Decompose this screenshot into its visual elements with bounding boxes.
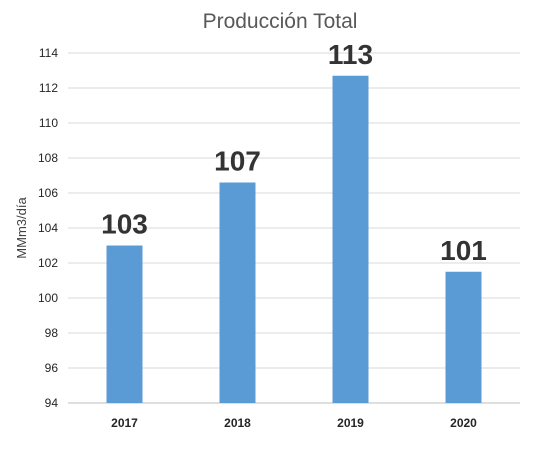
- bar-2020: [445, 271, 482, 403]
- y-axis-label: MMm3/día: [14, 197, 29, 259]
- y-tick-label: 94: [45, 396, 59, 410]
- y-axis-ticks: 94 96 98 100 102 104 106 108 110 112 114: [38, 46, 58, 410]
- gridlines: [68, 52, 520, 404]
- y-tick-label: 104: [38, 221, 58, 235]
- chart-title: Producción Total: [203, 10, 358, 33]
- y-tick-label: 112: [39, 81, 58, 95]
- bar-2019: [332, 75, 369, 403]
- x-axis-ticks: 2017 2018 2019 2020: [111, 416, 477, 430]
- y-tick-label: 114: [39, 46, 58, 60]
- bar-2017: [106, 245, 143, 403]
- x-tick-label: 2019: [337, 416, 364, 430]
- y-tick-label: 100: [38, 291, 58, 305]
- bar-2018: [219, 182, 256, 403]
- data-label-2019: 113: [328, 39, 373, 70]
- x-tick-label: 2018: [224, 416, 251, 430]
- y-tick-label: 96: [45, 361, 59, 375]
- y-tick-label: 110: [39, 116, 58, 130]
- data-label-2018: 107: [214, 146, 261, 177]
- x-tick-label: 2020: [450, 416, 477, 430]
- y-tick-label: 108: [38, 151, 58, 165]
- x-tick-label: 2017: [111, 416, 138, 430]
- data-label-2017: 103: [101, 209, 148, 240]
- bars: [106, 75, 482, 403]
- y-tick-label: 102: [38, 256, 58, 270]
- y-tick-label: 98: [45, 326, 59, 340]
- y-tick-label: 106: [38, 186, 58, 200]
- data-label-2020: 101: [440, 235, 487, 266]
- data-labels: 103 107 113 101: [101, 39, 487, 266]
